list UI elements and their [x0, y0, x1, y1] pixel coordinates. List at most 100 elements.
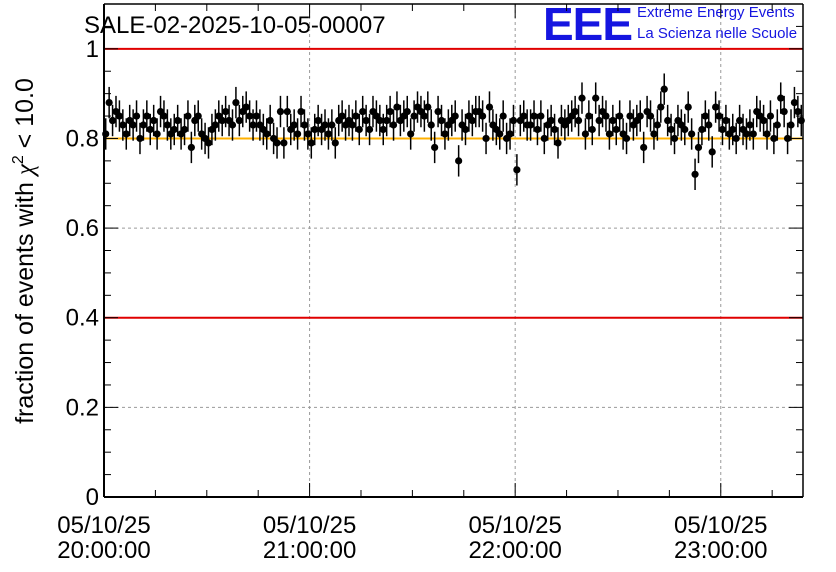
data-point	[715, 112, 723, 120]
data-point	[187, 143, 195, 152]
data-point	[526, 121, 535, 129]
data-point	[533, 125, 542, 134]
data-point	[746, 121, 754, 129]
data-point	[150, 116, 158, 125]
data-point	[427, 121, 435, 129]
data-point	[612, 125, 620, 134]
data-point	[297, 107, 305, 116]
data-point	[389, 121, 398, 129]
data-point	[266, 116, 274, 125]
data-point	[434, 107, 442, 116]
data-point	[701, 112, 709, 120]
data-point	[554, 139, 562, 147]
data-point	[180, 125, 189, 134]
data-point	[431, 143, 439, 152]
data-point	[550, 125, 559, 134]
data-point	[108, 116, 117, 125]
data-point	[403, 107, 411, 116]
data-point	[242, 103, 250, 111]
data-point	[797, 116, 805, 125]
data-point	[143, 112, 151, 120]
data-point	[307, 139, 315, 147]
data-point	[667, 125, 675, 134]
x-tick-label-time: 21:00:00	[263, 537, 356, 564]
data-point	[759, 116, 768, 125]
data-point	[235, 116, 243, 125]
data-point	[736, 116, 744, 125]
data-point	[708, 148, 716, 156]
data-point	[485, 103, 494, 111]
data-point	[650, 130, 658, 138]
data-point	[698, 125, 706, 134]
data-point	[122, 130, 130, 138]
data-point	[479, 112, 487, 120]
data-point	[129, 121, 137, 129]
x-tick-label-date: 05/10/25	[674, 512, 767, 539]
data-point	[780, 107, 788, 116]
axes	[103, 3, 804, 498]
data-point	[328, 121, 336, 129]
data-point	[218, 116, 226, 125]
eee-logo: EEE Extreme Energy Events La Scienza nel…	[543, 0, 797, 50]
data-point	[592, 94, 600, 102]
data-point	[691, 170, 699, 178]
x-tick-label-date: 05/10/25	[468, 512, 561, 539]
y-tick-label: 0	[86, 484, 99, 511]
data-point	[468, 116, 476, 125]
data-point	[365, 125, 374, 134]
data-point	[571, 107, 579, 116]
data-point	[174, 116, 182, 125]
data-point	[204, 139, 213, 147]
data-point	[636, 112, 644, 120]
data-point	[359, 107, 367, 116]
y-tick-label: 1	[86, 36, 99, 63]
data-point	[246, 112, 254, 120]
data-point	[670, 134, 679, 143]
data-point	[105, 99, 113, 107]
data-point	[578, 94, 586, 102]
y-tick-labels: 0 0.2 0.4 0.6 0.8 1	[66, 36, 99, 511]
data-point	[249, 121, 257, 129]
y-tick-label: 0.2	[66, 394, 99, 421]
x-tick-labels: 05/10/2520:00:0005/10/2521:00:0005/10/25…	[57, 512, 767, 564]
data-point	[657, 103, 665, 111]
data-point	[352, 112, 360, 120]
y-axis-label: fraction of events with χ2 < 10.0	[10, 78, 39, 424]
data-point	[520, 112, 528, 120]
data-point	[540, 134, 548, 143]
data-point	[379, 125, 387, 134]
data-point	[499, 112, 507, 120]
data-point	[263, 130, 271, 138]
data-point	[496, 130, 504, 138]
logo-line-2: La Scienza nelle Scuole	[637, 25, 797, 42]
data-point	[705, 121, 713, 129]
data-point	[777, 94, 785, 102]
data-point	[653, 121, 661, 129]
chart-title: SALE-02-2025-10-05-00007	[84, 12, 386, 39]
data-point	[163, 121, 171, 129]
data-point	[455, 157, 463, 165]
data-point	[420, 112, 428, 120]
data-point	[530, 112, 538, 120]
data-point	[276, 107, 285, 116]
x-tick-label-time: 20:00:00	[57, 537, 150, 564]
data-point	[355, 125, 363, 134]
data-point	[252, 112, 261, 120]
data-point	[482, 134, 490, 143]
data-point	[194, 112, 202, 120]
data-point	[664, 116, 672, 125]
data-point	[115, 112, 124, 120]
data-point	[283, 107, 291, 116]
data-point	[304, 130, 312, 138]
data-point	[293, 130, 302, 138]
data-point	[170, 125, 178, 134]
data-points	[102, 73, 805, 190]
data-point	[770, 134, 778, 143]
data-point	[581, 130, 590, 138]
data-point	[742, 130, 751, 138]
grid	[104, 4, 803, 497]
data-point	[513, 166, 521, 174]
data-point	[437, 116, 446, 125]
data-point	[441, 130, 449, 138]
